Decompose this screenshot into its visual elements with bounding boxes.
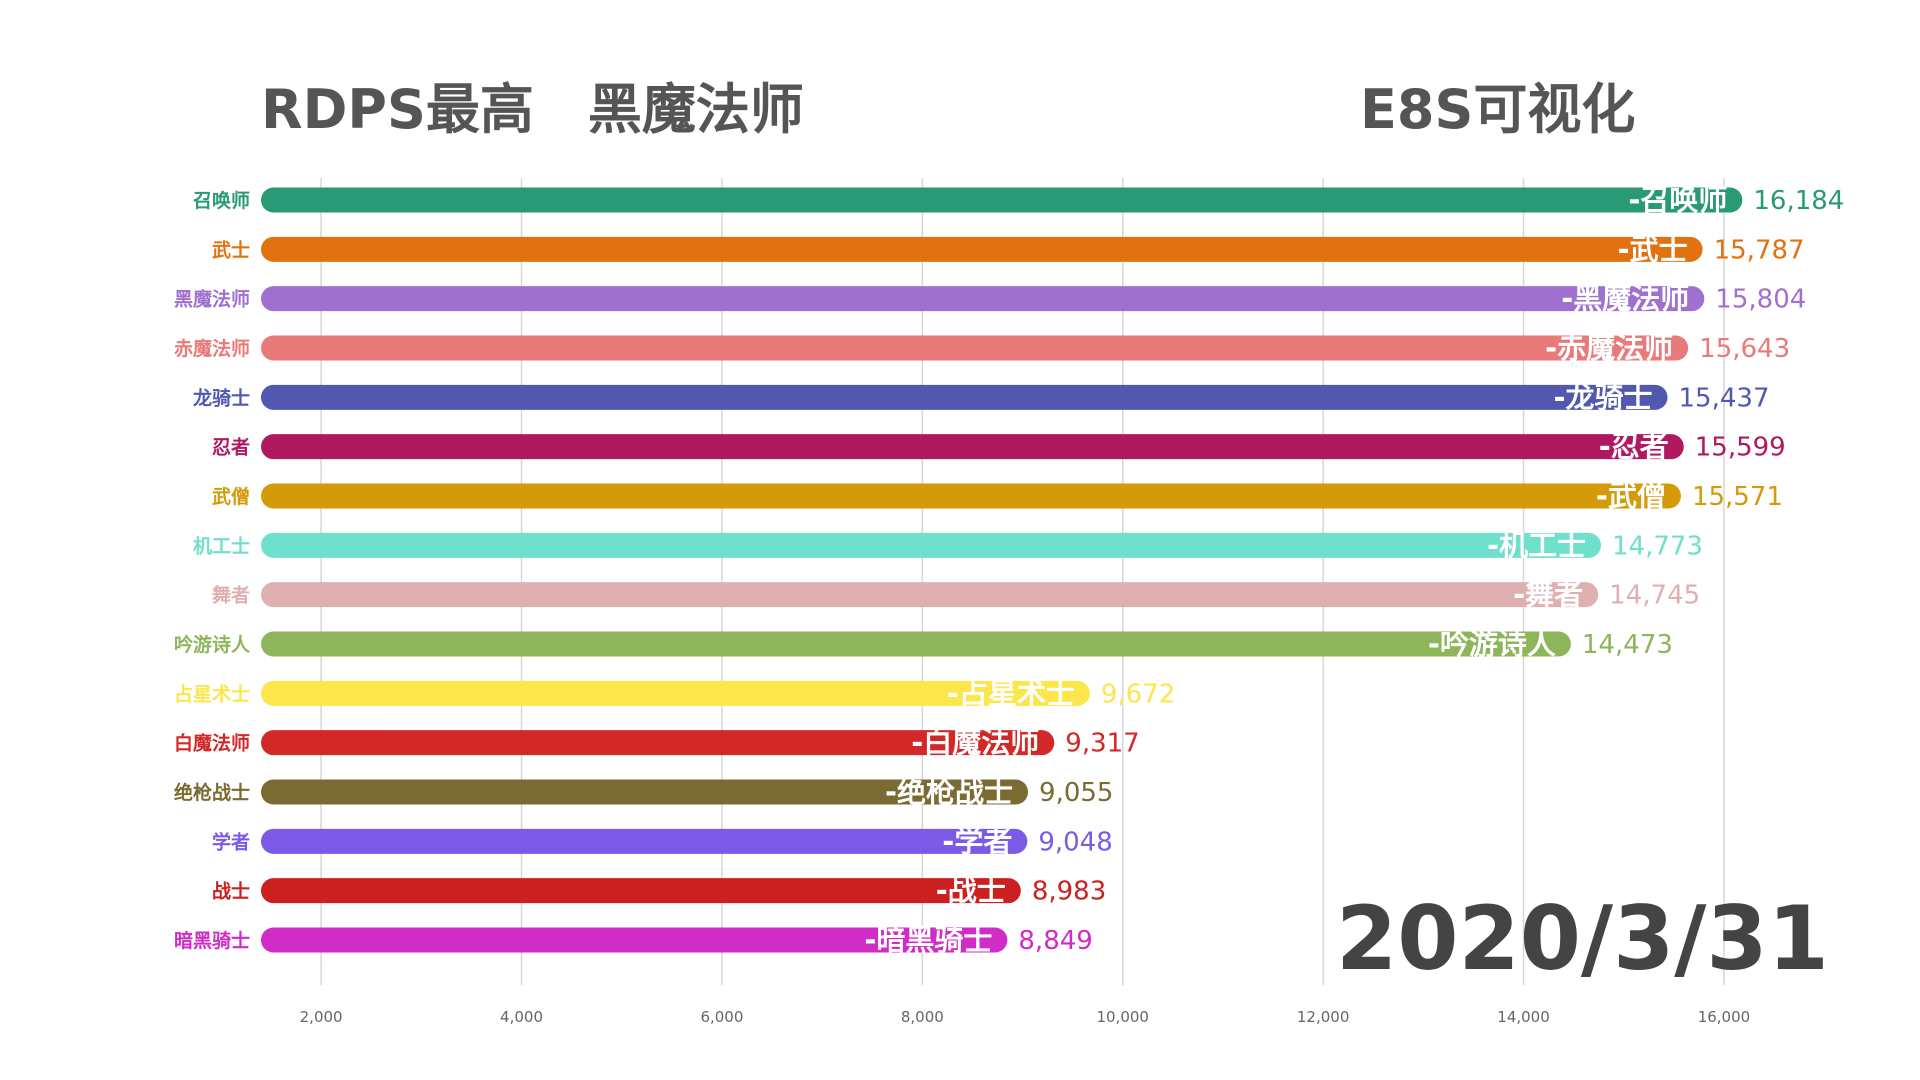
category-label: 舞者 bbox=[212, 584, 250, 607]
bar-inner-label: -学者 bbox=[942, 824, 1012, 858]
bar-inner-label: -忍者 bbox=[1599, 430, 1669, 464]
value-label: 15,599 bbox=[1695, 433, 1786, 463]
value-label: 9,317 bbox=[1065, 729, 1139, 759]
bar-占星术士 bbox=[261, 680, 1090, 706]
bar-绝枪战士 bbox=[261, 779, 1029, 805]
x-tick-label: 8,000 bbox=[901, 1008, 944, 1026]
bar-忍者 bbox=[261, 434, 1684, 460]
category-label: 战士 bbox=[212, 881, 250, 903]
category-label: 武士 bbox=[212, 239, 250, 261]
bar-白魔法师 bbox=[261, 730, 1055, 756]
x-tick-label: 12,000 bbox=[1297, 1008, 1350, 1026]
category-label: 白魔法师 bbox=[174, 732, 250, 755]
category-label: 赤魔法师 bbox=[174, 337, 250, 360]
bar-inner-label: -召唤师 bbox=[1628, 183, 1727, 217]
value-label: 15,787 bbox=[1714, 235, 1805, 265]
category-label: 占星术士 bbox=[174, 682, 250, 705]
category-label: 学者 bbox=[212, 830, 250, 853]
category-label: 绝枪战士 bbox=[174, 781, 250, 804]
value-label: 9,672 bbox=[1101, 679, 1175, 709]
x-tick-label: 10,000 bbox=[1096, 1008, 1149, 1026]
bar-inner-label: -吟游诗人 bbox=[1428, 627, 1556, 661]
value-label: 15,571 bbox=[1692, 482, 1783, 512]
x-tick-label: 14,000 bbox=[1497, 1008, 1550, 1026]
value-label: 8,849 bbox=[1018, 926, 1092, 956]
value-label: 9,048 bbox=[1038, 827, 1112, 857]
category-label: 龙骑士 bbox=[193, 386, 250, 409]
bar-舞者 bbox=[261, 582, 1599, 608]
value-label: 14,473 bbox=[1582, 630, 1673, 660]
value-label: 15,437 bbox=[1679, 383, 1770, 413]
bar-学者 bbox=[261, 828, 1028, 854]
chart-title: RDPS最高 黑魔法师 bbox=[261, 78, 804, 141]
bar-inner-label: -武僧 bbox=[1596, 479, 1666, 513]
category-label: 黑魔法师 bbox=[174, 288, 250, 311]
bar-inner-label: -绝枪战士 bbox=[885, 775, 1013, 809]
bar-inner-label: -占星术士 bbox=[947, 676, 1075, 710]
x-tick-label: 2,000 bbox=[300, 1008, 343, 1026]
bar-吟游诗人 bbox=[261, 631, 1571, 657]
value-label: 14,773 bbox=[1612, 531, 1703, 561]
x-tick-label: 6,000 bbox=[700, 1008, 743, 1026]
value-label: 16,184 bbox=[1753, 186, 1844, 216]
bar-战士 bbox=[261, 878, 1021, 904]
bar-inner-label: -舞者 bbox=[1513, 578, 1583, 612]
date-label: 2020/3/31 bbox=[1336, 887, 1829, 990]
category-label: 机工士 bbox=[193, 535, 250, 557]
bar-龙骑士 bbox=[261, 384, 1668, 410]
bar-暗黑骑士 bbox=[261, 927, 1008, 953]
value-label: 15,804 bbox=[1715, 285, 1806, 315]
value-label: 9,055 bbox=[1039, 778, 1113, 808]
x-tick-label: 4,000 bbox=[500, 1008, 543, 1026]
bar-inner-label: -机工士 bbox=[1487, 528, 1586, 562]
bar-inner-label: -赤魔法师 bbox=[1545, 331, 1673, 365]
bar-inner-label: -武士 bbox=[1618, 232, 1688, 266]
category-label: 武僧 bbox=[212, 485, 250, 508]
bar-黑魔法师 bbox=[261, 286, 1705, 312]
bar-inner-label: -白魔法师 bbox=[911, 726, 1039, 760]
bar-inner-label: -暗黑骑士 bbox=[864, 923, 992, 957]
x-tick-label: 16,000 bbox=[1698, 1008, 1751, 1026]
bar-武僧 bbox=[261, 483, 1681, 509]
bar-inner-label: -龙骑士 bbox=[1553, 380, 1652, 414]
bar-赤魔法师 bbox=[261, 335, 1689, 361]
category-label: 忍者 bbox=[212, 437, 250, 459]
value-label: 8,983 bbox=[1032, 877, 1106, 907]
bar-inner-label: -战士 bbox=[936, 874, 1006, 908]
category-label: 吟游诗人 bbox=[174, 633, 251, 656]
chart-subtitle: E8S可视化 bbox=[1360, 78, 1636, 141]
bar-武士 bbox=[261, 236, 1703, 262]
bar-机工士 bbox=[261, 532, 1601, 558]
category-label: 暗黑骑士 bbox=[174, 929, 250, 952]
category-label: 召唤师 bbox=[193, 189, 250, 212]
value-label: 14,745 bbox=[1609, 581, 1700, 611]
bar-inner-label: -黑魔法师 bbox=[1561, 282, 1689, 316]
value-label: 15,643 bbox=[1699, 334, 1790, 364]
bar-召唤师 bbox=[261, 187, 1743, 213]
